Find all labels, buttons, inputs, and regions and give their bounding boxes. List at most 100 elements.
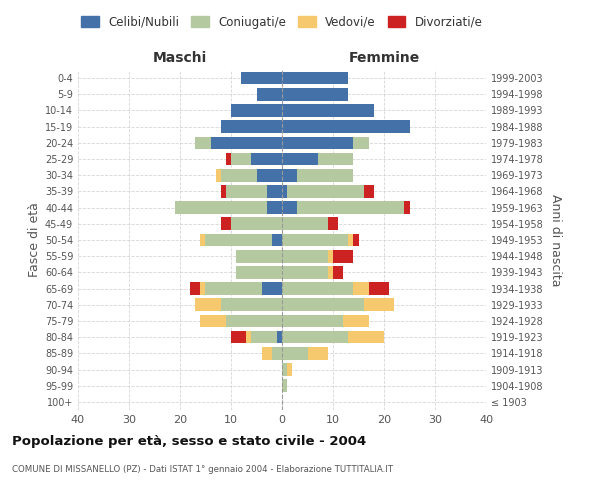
- Bar: [200, 314, 282, 328]
- Bar: [206, 234, 282, 246]
- Bar: [241, 72, 282, 85]
- Bar: [282, 120, 410, 133]
- Bar: [262, 347, 282, 360]
- Bar: [267, 202, 282, 214]
- Bar: [247, 331, 282, 344]
- Y-axis label: Anni di nascita: Anni di nascita: [549, 194, 562, 286]
- Bar: [282, 266, 328, 278]
- Bar: [282, 136, 369, 149]
- Bar: [282, 120, 410, 133]
- Bar: [282, 298, 364, 311]
- Bar: [175, 202, 282, 214]
- Bar: [282, 202, 410, 214]
- Bar: [211, 136, 282, 149]
- Bar: [282, 314, 369, 328]
- Bar: [175, 202, 282, 214]
- Bar: [282, 104, 374, 117]
- Bar: [231, 104, 282, 117]
- Bar: [200, 234, 282, 246]
- Bar: [282, 152, 353, 166]
- Bar: [282, 250, 353, 262]
- Text: Maschi: Maschi: [153, 51, 207, 65]
- Bar: [282, 202, 298, 214]
- Bar: [282, 88, 349, 101]
- Bar: [226, 314, 282, 328]
- Bar: [200, 314, 282, 328]
- Bar: [282, 152, 353, 166]
- Bar: [282, 120, 410, 133]
- Bar: [236, 266, 282, 278]
- Bar: [282, 136, 353, 149]
- Bar: [282, 234, 353, 246]
- Bar: [282, 136, 369, 149]
- Bar: [282, 169, 353, 181]
- Bar: [257, 88, 282, 101]
- Bar: [231, 104, 282, 117]
- Bar: [196, 136, 282, 149]
- Bar: [221, 120, 282, 133]
- Bar: [221, 120, 282, 133]
- Bar: [282, 347, 308, 360]
- Bar: [241, 72, 282, 85]
- Bar: [282, 331, 349, 344]
- Bar: [282, 169, 353, 181]
- Bar: [282, 266, 343, 278]
- Bar: [231, 152, 282, 166]
- Bar: [282, 266, 333, 278]
- Text: Femmine: Femmine: [349, 51, 419, 65]
- Bar: [282, 104, 374, 117]
- Bar: [221, 185, 282, 198]
- Bar: [282, 234, 359, 246]
- Bar: [282, 314, 369, 328]
- Bar: [282, 380, 287, 392]
- Bar: [282, 136, 369, 149]
- Bar: [216, 169, 282, 181]
- Bar: [282, 169, 353, 181]
- Bar: [200, 234, 282, 246]
- Bar: [282, 363, 292, 376]
- Bar: [175, 202, 282, 214]
- Bar: [282, 298, 394, 311]
- Bar: [216, 169, 282, 181]
- Bar: [282, 234, 349, 246]
- Bar: [282, 72, 349, 85]
- Bar: [282, 282, 353, 295]
- Bar: [282, 331, 384, 344]
- Bar: [282, 152, 318, 166]
- Bar: [282, 120, 410, 133]
- Bar: [267, 185, 282, 198]
- Bar: [272, 234, 282, 246]
- Legend: Celibi/Nubili, Coniugati/e, Vedovi/e, Divorziati/e: Celibi/Nubili, Coniugati/e, Vedovi/e, Di…: [77, 11, 487, 34]
- Bar: [282, 104, 374, 117]
- Bar: [282, 152, 353, 166]
- Bar: [251, 152, 282, 166]
- Bar: [282, 72, 349, 85]
- Bar: [272, 347, 282, 360]
- Bar: [221, 298, 282, 311]
- Bar: [241, 72, 282, 85]
- Text: Popolazione per età, sesso e stato civile - 2004: Popolazione per età, sesso e stato civil…: [12, 435, 366, 448]
- Bar: [190, 282, 282, 295]
- Bar: [241, 72, 282, 85]
- Bar: [221, 169, 282, 181]
- Bar: [282, 88, 349, 101]
- Bar: [251, 331, 282, 344]
- Y-axis label: Fasce di età: Fasce di età: [28, 202, 41, 278]
- Bar: [282, 202, 404, 214]
- Bar: [231, 152, 282, 166]
- Bar: [231, 218, 282, 230]
- Bar: [282, 250, 328, 262]
- Bar: [236, 266, 282, 278]
- Bar: [231, 104, 282, 117]
- Bar: [226, 152, 282, 166]
- Bar: [282, 104, 374, 117]
- Bar: [196, 298, 282, 311]
- Bar: [282, 202, 404, 214]
- Bar: [226, 185, 282, 198]
- Bar: [282, 347, 328, 360]
- Bar: [282, 218, 328, 230]
- Bar: [282, 88, 349, 101]
- Bar: [282, 380, 287, 392]
- Bar: [200, 282, 282, 295]
- Bar: [236, 250, 282, 262]
